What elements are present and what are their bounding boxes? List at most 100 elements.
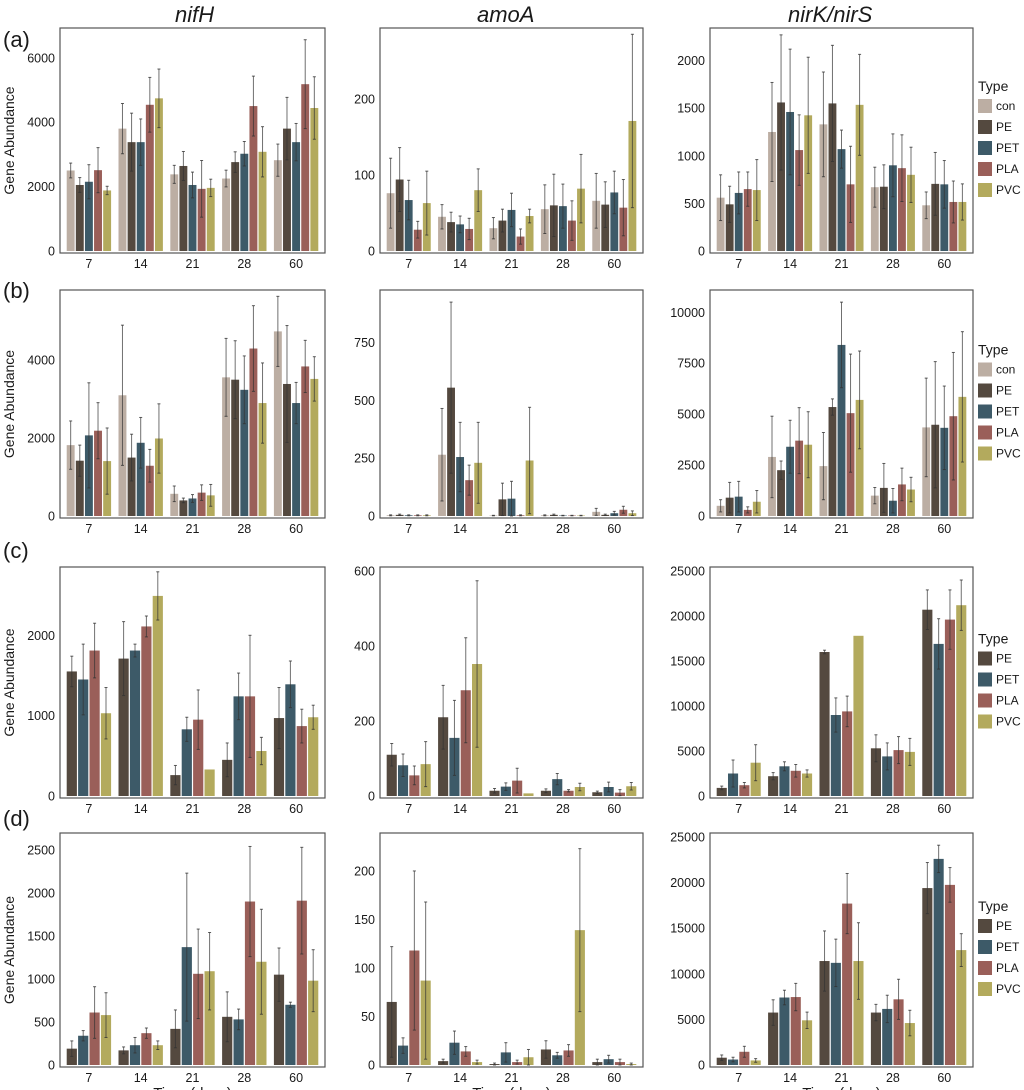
x-tick-label: 21	[835, 802, 849, 816]
legend-swatch-PET	[978, 672, 992, 687]
x-tick-label: 21	[835, 1071, 849, 1085]
bar-PE-28	[231, 379, 240, 516]
bar-PLA-28	[893, 750, 904, 796]
bar-PVC-60	[308, 717, 319, 796]
y-tick-label: 400	[354, 640, 375, 654]
x-tick-label: 28	[886, 802, 900, 816]
bar-PVC-21	[853, 961, 864, 1065]
bar-PVC-14	[802, 1020, 813, 1065]
bar-PVC-28	[904, 751, 915, 796]
x-tick-label: 7	[405, 802, 412, 816]
bar-PVC-14	[152, 595, 163, 796]
column-title-amoa: amoA	[477, 2, 535, 27]
y-tick-label: 4000	[27, 354, 55, 368]
x-tick-label: 28	[886, 1071, 900, 1085]
legend-label-PLA: PLA	[996, 694, 1019, 708]
bar-PLA-28	[244, 901, 256, 1065]
legend-label-PE: PE	[996, 919, 1012, 933]
bar-PET-7	[84, 181, 93, 251]
bar-PVC-21	[855, 104, 864, 251]
y-tick-label: 1500	[27, 929, 55, 943]
x-tick-label: 7	[85, 802, 92, 816]
bar-PET-28	[240, 389, 249, 516]
bar-PLA-7	[743, 189, 752, 251]
bar-PE-7	[386, 754, 397, 796]
bar-PE-28	[870, 1012, 881, 1065]
bar-PET-14	[129, 650, 141, 796]
legend-swatch-PET	[978, 940, 992, 954]
bar-PLA-14	[790, 997, 801, 1065]
bar-PET-60	[285, 1004, 296, 1065]
y-tick-label: 150	[354, 913, 375, 927]
y-tick-label: 15000	[670, 655, 705, 669]
x-tick-label: 7	[85, 257, 92, 271]
bar-PLA-21	[842, 711, 853, 796]
y-tick-label: 7500	[677, 357, 705, 371]
bar-PE-28	[870, 748, 881, 796]
y-tick-label: 0	[368, 510, 375, 524]
x-tick-label: 14	[453, 1071, 467, 1085]
x-tick-label: 7	[405, 522, 412, 536]
bar-PVC-14	[474, 190, 483, 251]
bar-con-7	[716, 197, 725, 251]
bar-PET-14	[779, 766, 790, 796]
bar-PET-14	[779, 997, 790, 1065]
legend-title: Type	[978, 631, 1009, 647]
bar-PE-14	[118, 1050, 129, 1065]
bar-PLA-21	[193, 973, 204, 1065]
bar-PET-14	[786, 111, 795, 251]
bar-PET-60	[292, 142, 301, 251]
y-tick-label: 10000	[670, 700, 705, 714]
y-tick-label: 1000	[27, 972, 55, 986]
bar-con-21	[170, 174, 179, 251]
bar-PE-21	[179, 500, 188, 516]
bar-PET-14	[786, 446, 795, 516]
bar-PVC-60	[626, 786, 637, 796]
legend-label-PVC: PVC	[996, 715, 1021, 729]
bar-PVC-60	[310, 378, 319, 516]
bar-PET-21	[507, 209, 516, 251]
y-tick-label: 10000	[670, 967, 705, 981]
y-tick-label: 250	[354, 452, 375, 466]
legend-label-PVC: PVC	[996, 183, 1021, 197]
bar-PLA-28	[893, 999, 904, 1065]
legend-swatch-PVC	[978, 183, 992, 197]
bar-con-28	[222, 178, 231, 251]
bar-PE-21	[498, 220, 507, 251]
bar-PE-7	[75, 460, 84, 516]
legend-label-PE: PE	[996, 652, 1012, 666]
x-tick-label: 60	[289, 257, 303, 271]
legend-label-con: con	[996, 363, 1015, 377]
x-tick-label: 21	[186, 1071, 200, 1085]
bar-PVC-14	[804, 115, 813, 251]
x-tick-label: 21	[505, 257, 519, 271]
bar-PLA-60	[296, 726, 307, 796]
bar-con-28	[870, 187, 879, 251]
bar-PE-14	[127, 457, 136, 516]
bar-PET-28	[552, 1055, 563, 1065]
column-title-nirk-nirs: nirK/nirS	[788, 2, 873, 27]
bar-PLA-7	[94, 170, 102, 251]
bar-PLA-21	[193, 719, 204, 796]
bar-PET-14	[456, 224, 465, 251]
bar-PE-21	[828, 407, 837, 516]
bar-PET-7	[404, 200, 413, 251]
x-tick-label: 7	[405, 257, 412, 271]
bar-PE-7	[725, 204, 734, 251]
y-tick-label: 600	[354, 565, 375, 579]
y-tick-label: 0	[698, 790, 705, 804]
legend-swatch-PE	[978, 383, 992, 398]
bar-PLA-21	[197, 492, 206, 516]
bar-PLA-60	[944, 619, 956, 796]
bar-PVC-7	[103, 190, 112, 251]
bar-PET-60	[933, 643, 944, 796]
row-label-d: (d)	[3, 806, 30, 831]
bar-PET-14	[136, 442, 145, 516]
y-tick-label: 500	[34, 1015, 55, 1029]
bar-PET-21	[188, 498, 197, 516]
bar-PVC-28	[907, 174, 915, 251]
bar-PE-7	[395, 179, 404, 251]
bar-PET-28	[233, 1019, 244, 1065]
bar-PET-28	[233, 696, 244, 796]
y-tick-label: 20000	[670, 610, 705, 624]
